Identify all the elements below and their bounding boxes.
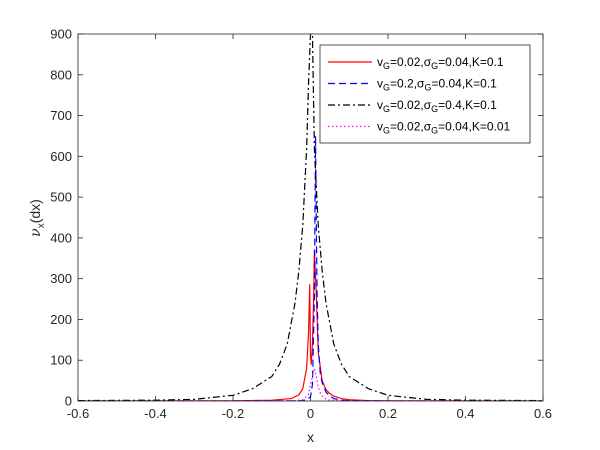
- y-tick-label: 800: [50, 67, 72, 82]
- y-tick-label: 300: [50, 271, 72, 286]
- y-tick-label: 600: [50, 149, 72, 164]
- x-tick-label: -0.6: [67, 406, 89, 421]
- x-tick-label: -0.4: [144, 406, 166, 421]
- legend-box: [319, 44, 531, 144]
- x-tick-label: 0.4: [456, 406, 474, 421]
- y-tick-label: 900: [50, 27, 72, 42]
- svg-text:νx(dx): νx(dx): [27, 199, 47, 237]
- series-layer: [78, 34, 543, 401]
- x-tick-label: 0.6: [534, 406, 552, 421]
- legend-label-1: vG=0.02,σG=0.04,K=0.1: [377, 55, 504, 71]
- y-tick-label: 500: [50, 190, 72, 205]
- legend-label-2: vG=0.2,σG=0.04,K=0.1: [377, 77, 497, 93]
- series-line-3: [78, 34, 543, 401]
- legend: vG=0.02,σG=0.04,K=0.1 vG=0.2,σG=0.04,K=0.…: [319, 44, 531, 144]
- x-tick-label: -0.2: [222, 406, 244, 421]
- y-axis-label: νx(dx): [27, 199, 47, 237]
- legend-label-3: vG=0.02,σG=0.4,K=0.1: [377, 98, 497, 114]
- x-tick-label: 0: [307, 406, 314, 421]
- x-axis-label: x: [307, 429, 314, 445]
- y-tick-label: 0: [65, 394, 72, 409]
- y-ticks: 0 100 200 300 400 500 600 700 800 900: [50, 27, 543, 409]
- legend-label-4: vG=0.02,σG=0.04,K=0.01: [377, 120, 511, 136]
- series-line-4: [78, 367, 543, 401]
- y-tick-label: 200: [50, 312, 72, 327]
- x-ticks: -0.6 -0.4 -0.2 0 0.2 0.4 0.6: [67, 34, 552, 421]
- x-tick-label: 0.2: [379, 406, 397, 421]
- y-tick-label: 700: [50, 108, 72, 123]
- y-tick-label: 400: [50, 230, 72, 245]
- y-tick-label: 100: [50, 353, 72, 368]
- series-line-1: [78, 249, 543, 401]
